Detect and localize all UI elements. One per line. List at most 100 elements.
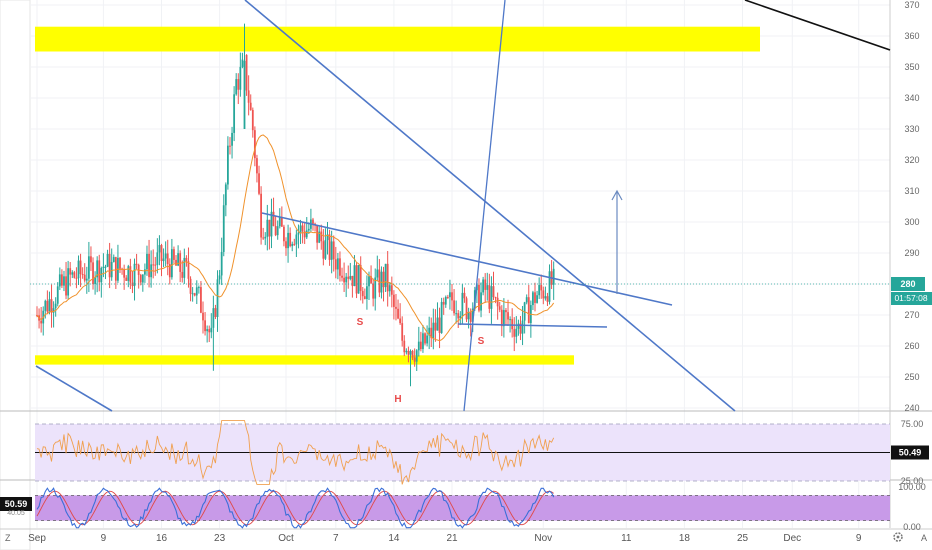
candle-body — [374, 277, 377, 299]
candle-body — [297, 232, 300, 235]
candle-body — [413, 357, 416, 362]
candle-body — [40, 320, 43, 324]
candle-body — [50, 299, 53, 313]
candle-body — [505, 310, 507, 313]
candle-body — [168, 264, 171, 278]
candle-body — [237, 79, 240, 90]
candle-body — [110, 261, 113, 278]
candle-body — [291, 243, 294, 247]
stoch-band — [35, 495, 890, 521]
candle-body — [486, 285, 489, 290]
candle-body — [212, 308, 215, 328]
candle-body — [102, 266, 105, 269]
candle-body — [339, 258, 341, 276]
candle-body — [187, 261, 190, 279]
candle-body — [185, 257, 188, 262]
stoch-axis-tick: 100.00 — [898, 482, 926, 492]
candle-body — [141, 274, 144, 283]
rsi-axis-tick: 75.00 — [901, 419, 924, 429]
support-resistance-zone[interactable] — [35, 355, 574, 365]
candle-body — [544, 296, 547, 299]
candle-body — [511, 319, 514, 330]
candle-body — [467, 311, 470, 320]
price-axis-tick: 310 — [904, 186, 919, 196]
candle-body — [202, 312, 204, 321]
candle-body — [359, 265, 362, 291]
candle-body — [517, 323, 520, 329]
candle-body — [123, 269, 126, 278]
settings-icon[interactable] — [893, 532, 903, 542]
candle-body — [79, 260, 82, 275]
candle-body — [343, 277, 345, 283]
price-axis-tick: 350 — [904, 62, 919, 72]
rsi-value-badge — [891, 445, 929, 460]
candle-body — [332, 241, 335, 260]
price-axis-tick: 270 — [904, 310, 919, 320]
candle-body — [328, 234, 331, 260]
countdown-label: 01:57:08 — [894, 293, 927, 303]
candle-body — [446, 296, 449, 298]
stoch-k-line — [36, 487, 555, 529]
candle-body — [405, 350, 408, 353]
time-axis-tick: Dec — [783, 533, 801, 544]
candle-body — [463, 292, 466, 299]
time-axis-tick: 18 — [679, 533, 691, 544]
candle-body — [388, 285, 391, 292]
candle-body — [65, 276, 67, 296]
time-axis-tick: 11 — [621, 533, 632, 544]
candle-body — [52, 308, 55, 313]
candle-body — [438, 317, 441, 333]
candle-body — [154, 264, 157, 266]
settings-icon[interactable] — [893, 532, 903, 542]
candle-body — [515, 328, 518, 337]
trendline-support[interactable] — [457, 323, 608, 328]
candle-body — [498, 306, 501, 310]
candle-body — [210, 327, 213, 333]
support-resistance-zone[interactable] — [35, 26, 760, 52]
trendline-black[interactable] — [744, 0, 891, 51]
candle-body — [424, 333, 426, 344]
trendline-lower[interactable] — [35, 365, 113, 412]
candle-body — [83, 274, 86, 281]
price-axis-tick: 250 — [904, 372, 919, 382]
candle-body — [268, 219, 271, 237]
candle-body — [305, 230, 308, 238]
candle-body — [75, 277, 78, 279]
candle-body — [125, 277, 128, 281]
candle-body — [347, 276, 350, 279]
candle-body — [469, 311, 472, 322]
candle-body — [484, 279, 487, 290]
candle-body — [44, 300, 47, 311]
candle-body — [235, 79, 238, 95]
candle-body — [256, 158, 258, 174]
candle-body — [449, 292, 451, 298]
candle-body — [278, 217, 281, 227]
candle-body — [457, 313, 460, 319]
trendline-neckline[interactable] — [261, 212, 673, 306]
candle-body — [366, 286, 368, 299]
candle-body — [247, 90, 250, 103]
candle-body — [382, 271, 385, 288]
candle-body — [523, 302, 526, 321]
candle-body — [276, 226, 279, 236]
candle-body — [135, 263, 138, 265]
candle-body — [552, 268, 555, 285]
candle-body — [417, 341, 420, 351]
time-axis-tick: 9 — [856, 533, 862, 544]
candle-body — [355, 265, 358, 294]
trendline-descending[interactable] — [244, 0, 736, 412]
candle-body — [233, 94, 236, 133]
candle-body — [540, 285, 543, 291]
trendline-steep[interactable] — [463, 0, 506, 412]
candle-body — [262, 237, 265, 239]
candle-body — [289, 232, 292, 247]
candle-body — [312, 219, 314, 224]
candle-body — [521, 320, 524, 334]
candle-body — [390, 285, 393, 295]
candle-body — [502, 310, 505, 327]
candle-body — [532, 292, 534, 306]
candle-body — [63, 276, 65, 286]
candle-body — [197, 287, 200, 289]
candle-body — [239, 66, 242, 90]
